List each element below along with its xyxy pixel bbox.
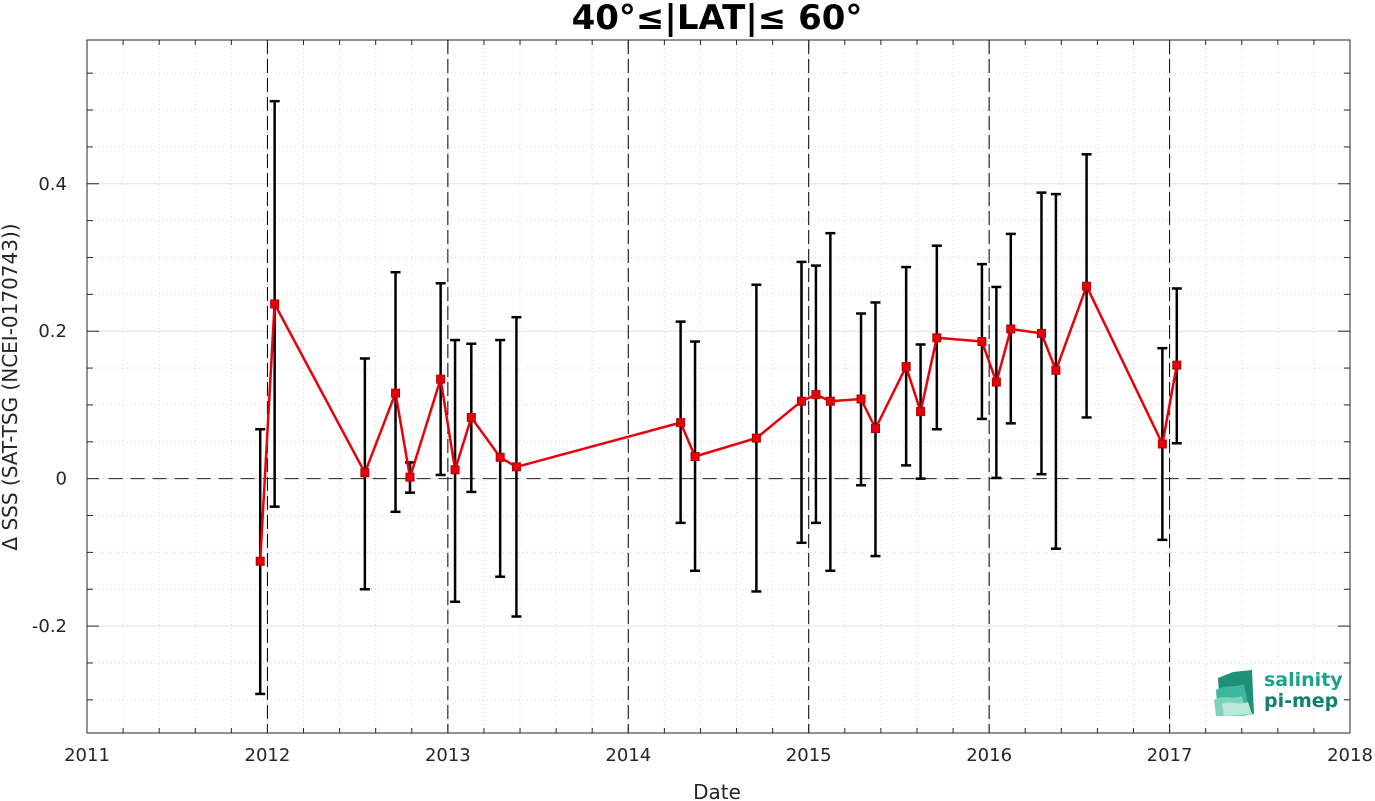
data-point xyxy=(450,465,460,475)
logo-waves-icon xyxy=(1214,670,1254,716)
data-point xyxy=(270,299,280,309)
x-tick-label: 2017 xyxy=(1147,745,1193,766)
data-point xyxy=(391,388,401,398)
data-point xyxy=(466,412,476,422)
chart-title: 40°≤|LAT|≤ 60° xyxy=(572,0,863,38)
grid xyxy=(86,40,1351,733)
axis-ticks xyxy=(86,40,1351,733)
y-tick-label: 0 xyxy=(56,469,67,490)
x-tick-label: 2011 xyxy=(64,745,110,766)
data-point xyxy=(977,337,987,347)
x-tick-label: 2014 xyxy=(605,745,651,766)
y-axis-label: Δ SSS (SAT-TSG (NCEI-0170743)) xyxy=(0,223,22,550)
x-tick-label: 2016 xyxy=(966,745,1012,766)
plot-box xyxy=(86,39,1351,734)
data-point xyxy=(360,468,370,478)
x-tick-label: 2015 xyxy=(786,745,832,766)
data-point xyxy=(436,374,446,384)
x-tick-label: 2013 xyxy=(425,745,471,766)
y-tick-label: 0.4 xyxy=(38,174,67,195)
x-tick-label: 2012 xyxy=(245,745,291,766)
data-point xyxy=(870,424,880,434)
data-point xyxy=(690,452,700,462)
axes-frame xyxy=(86,39,1351,734)
tick-labels: 2011 2012 2013 2014 2015 2016 2017 2018 -0.2 0 0.2… xyxy=(32,174,1373,766)
data-point xyxy=(1157,439,1167,449)
data-point xyxy=(751,433,761,443)
data-point xyxy=(811,390,821,400)
logo-text-salinity: salinity xyxy=(1264,669,1343,691)
data-point xyxy=(405,472,415,482)
salinity-pi-mep-logo: salinity pi-mep xyxy=(1214,669,1343,716)
data-series xyxy=(255,281,1182,566)
data-point xyxy=(676,418,686,428)
data-point xyxy=(796,396,806,406)
data-point xyxy=(255,556,265,566)
data-point xyxy=(1036,328,1046,338)
data-point xyxy=(991,377,1001,387)
logo-text-pi-mep: pi-mep xyxy=(1264,690,1338,712)
data-point xyxy=(916,407,926,417)
reference-lines xyxy=(108,40,1350,733)
y-tick-label: 0.2 xyxy=(38,321,67,342)
data-point xyxy=(1051,365,1061,375)
data-point xyxy=(901,362,911,372)
x-tick-label: 2018 xyxy=(1327,745,1373,766)
data-point xyxy=(511,462,521,472)
data-point xyxy=(495,452,505,462)
data-point xyxy=(932,333,942,343)
data-point xyxy=(825,396,835,406)
y-tick-label: -0.2 xyxy=(32,616,67,637)
data-point xyxy=(1172,360,1182,370)
series-line xyxy=(258,284,1179,562)
data-point xyxy=(1082,281,1092,291)
data-point xyxy=(856,394,866,404)
x-axis-label: Date xyxy=(693,780,741,801)
data-point xyxy=(1006,324,1016,334)
